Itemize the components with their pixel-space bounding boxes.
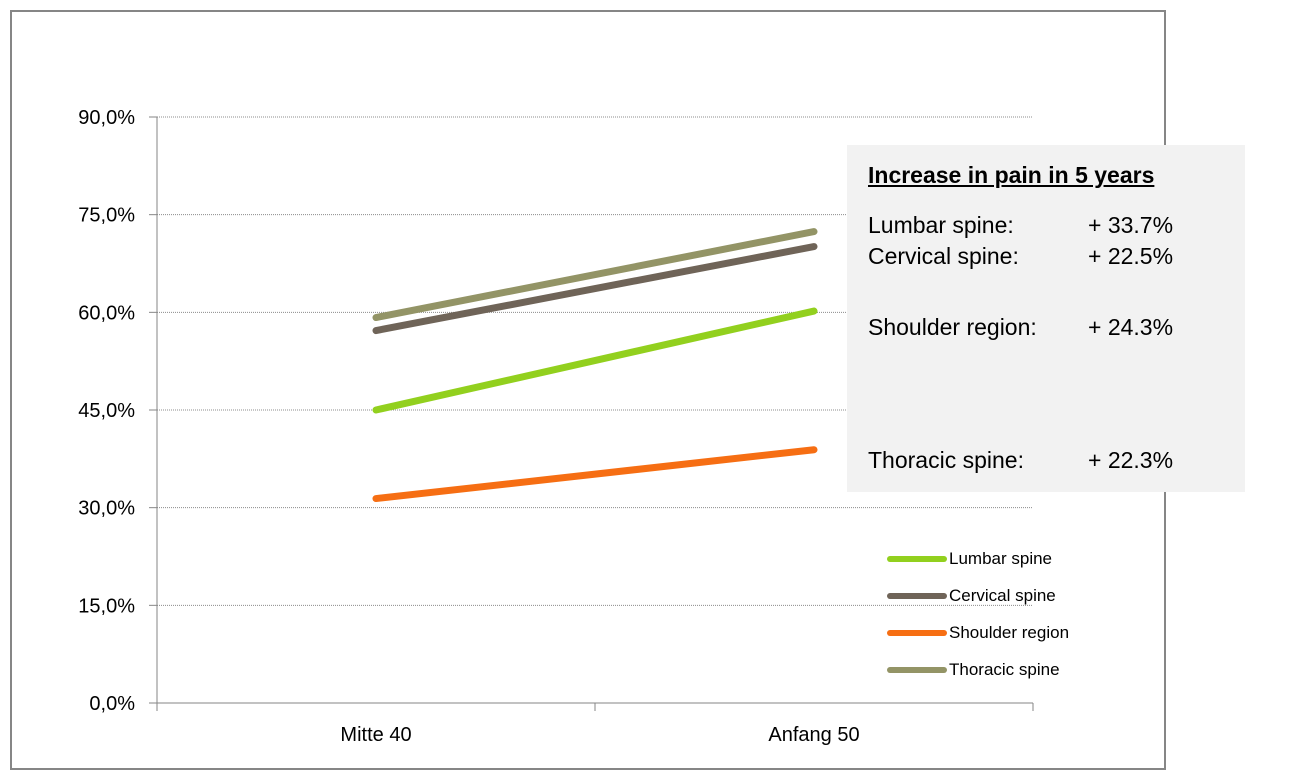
legend-swatch: [887, 629, 947, 636]
legend-swatch: [887, 555, 947, 562]
series-line-lumbar-spine: [372, 307, 818, 414]
legend-label: Lumbar spine: [949, 548, 1053, 568]
info-row-shoulder: Shoulder region: + 24.3%: [868, 314, 1173, 341]
legend-item-thoracic: Thoracic spine: [887, 651, 1069, 688]
info-row-thoracic: Thoracic spine: + 22.3%: [868, 447, 1173, 474]
y-tick-labels: 0,0% 15,0% 30,0% 45,0% 60,0% 75,0% 90,0%: [78, 107, 135, 715]
info-row-value: + 22.3%: [1088, 447, 1174, 473]
info-row-label: Shoulder region:: [868, 314, 1037, 340]
axes: [149, 116, 1034, 711]
series-line-thoracic-spine: [372, 228, 818, 322]
info-box-title: Increase in pain in 5 years: [868, 162, 1155, 188]
series-line-shoulder-region: [372, 446, 818, 503]
legend-label: Thoracic spine: [949, 659, 1060, 679]
y-tick-label: 60,0%: [78, 302, 135, 324]
legend-item-cervical: Cervical spine: [887, 577, 1069, 614]
info-row-value: + 22.5%: [1088, 243, 1174, 269]
info-row-value: + 24.3%: [1088, 314, 1174, 340]
legend-swatch: [887, 666, 947, 673]
x-tick-label: Mitte 40: [340, 724, 411, 746]
gridlines: [157, 116, 1033, 606]
info-row-label: Thoracic spine:: [868, 447, 1024, 473]
info-row-lumbar: Lumbar spine: + 33.7%: [868, 212, 1173, 239]
y-tick-label: 75,0%: [78, 205, 135, 227]
info-row-label: Cervical spine:: [868, 243, 1019, 269]
info-box: Increase in pain in 5 years Lumbar spine…: [847, 145, 1245, 492]
info-row-cervical: Cervical spine: + 22.5%: [868, 243, 1173, 270]
chart-legend: Lumbar spine Cervical spine Shoulder reg…: [887, 540, 1069, 688]
legend-label: Shoulder region: [949, 622, 1070, 642]
legend-swatch: [887, 592, 947, 599]
info-row-value: + 33.7%: [1088, 212, 1174, 238]
y-tick-label: 0,0%: [89, 693, 135, 715]
x-tick-label: Anfang 50: [768, 724, 859, 746]
y-tick-label: 90,0%: [78, 107, 135, 129]
legend-item-lumbar: Lumbar spine: [887, 540, 1069, 577]
y-tick-label: 30,0%: [78, 498, 135, 520]
y-tick-label: 15,0%: [78, 595, 135, 617]
info-row-label: Lumbar spine:: [868, 212, 1014, 238]
legend-item-shoulder: Shoulder region: [887, 614, 1069, 651]
x-tick-labels: Mitte 40 Anfang 50: [340, 724, 859, 746]
legend-label: Cervical spine: [949, 585, 1056, 605]
series-lines: [372, 228, 818, 503]
y-tick-label: 45,0%: [78, 400, 135, 422]
series-line-cervical-spine: [372, 243, 818, 335]
